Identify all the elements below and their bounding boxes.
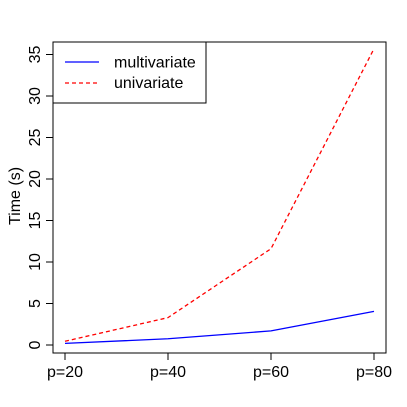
y-axis-label: Time (s): [7, 167, 24, 225]
x-tick-label: p=40: [150, 364, 186, 381]
legend-label-multivariate: multivariate: [114, 55, 196, 72]
series-line-univariate: [64, 48, 375, 342]
x-axis: p=20 p=40 p=60 p=80: [47, 352, 392, 381]
x-tick-label: p=80: [356, 364, 392, 381]
legend-label-univariate: univariate: [114, 75, 183, 92]
legend: multivariate univariate: [52, 41, 207, 104]
y-tick-label: 30: [27, 87, 44, 105]
y-tick-label: 25: [27, 129, 44, 147]
series-line-multivariate: [64, 310, 375, 344]
series-layer: [64, 48, 375, 344]
y-axis: 0 5 10 15 20 25 30 35: [27, 46, 54, 349]
y-tick-label: 15: [27, 212, 44, 230]
x-tick-label: p=20: [47, 364, 83, 381]
y-tick-label: 10: [27, 253, 44, 271]
y-tick-label: 35: [27, 46, 44, 64]
y-tick-label: 0: [27, 340, 44, 349]
x-tick-label: p=60: [253, 364, 289, 381]
y-tick-label: 5: [27, 299, 44, 308]
y-tick-label: 20: [27, 170, 44, 188]
legend-box: [52, 41, 207, 104]
